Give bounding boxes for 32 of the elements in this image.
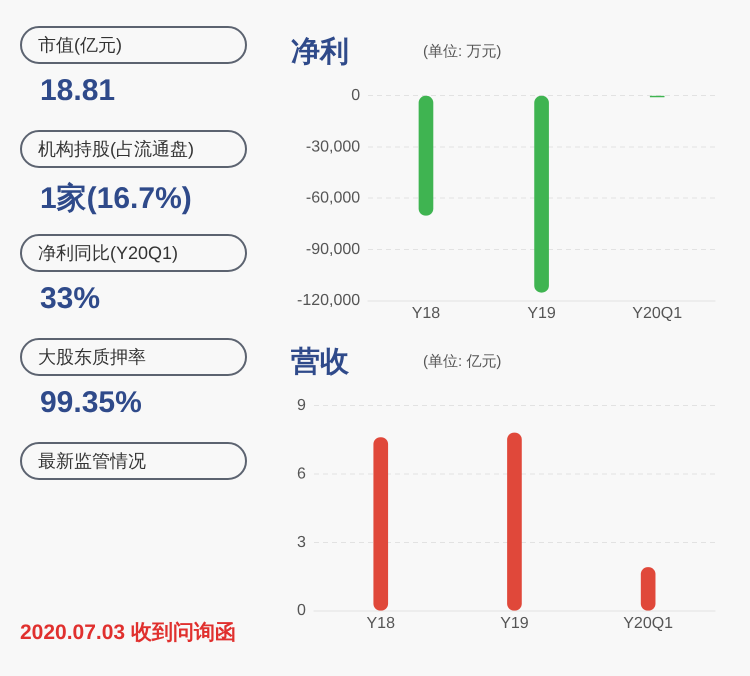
y-tick-label: -30,000	[306, 138, 360, 156]
y-tick-label: -120,000	[296, 292, 360, 310]
text: 净利同比(Y20Q1)	[20, 234, 247, 272]
text: 机构持股(占流通盘)	[20, 130, 247, 168]
x-tick-label: Y18	[412, 304, 440, 322]
bar	[507, 432, 522, 611]
y-tick-label: -60,000	[306, 190, 360, 207]
text: 18.81	[40, 74, 116, 109]
text: 最新监管情况	[20, 442, 247, 480]
text: 市值(亿元)	[20, 26, 247, 64]
text: 1家(16.7%)	[40, 180, 193, 216]
y-tick-label: 6	[296, 465, 306, 482]
y-tick-label: 0	[296, 602, 306, 620]
bar	[640, 567, 656, 611]
text: 大股东质押率	[20, 338, 247, 376]
text: 2020.07.03 收到问询函	[20, 620, 236, 646]
y-tick-label: 0	[351, 87, 360, 104]
x-tick-label: Y18	[366, 614, 396, 632]
chart-title: 营收	[291, 345, 349, 380]
bar	[373, 437, 388, 611]
y-tick-label: 9	[296, 397, 306, 414]
x-tick-label: Y20Q1	[632, 304, 682, 322]
chart-subtitle: (单位: 万元)	[423, 42, 502, 61]
chart-title: 净利	[291, 35, 349, 70]
x-tick-label: Y19	[500, 614, 529, 632]
x-tick-label: Y19	[527, 304, 556, 322]
y-tick-label: -90,000	[306, 240, 360, 258]
text: 33%	[40, 282, 102, 317]
y-tick-label: 3	[296, 534, 306, 551]
text: 99.35%	[40, 386, 143, 421]
x-tick-label: Y20Q1	[623, 614, 674, 632]
chart-subtitle: (单位: 亿元)	[423, 352, 502, 371]
